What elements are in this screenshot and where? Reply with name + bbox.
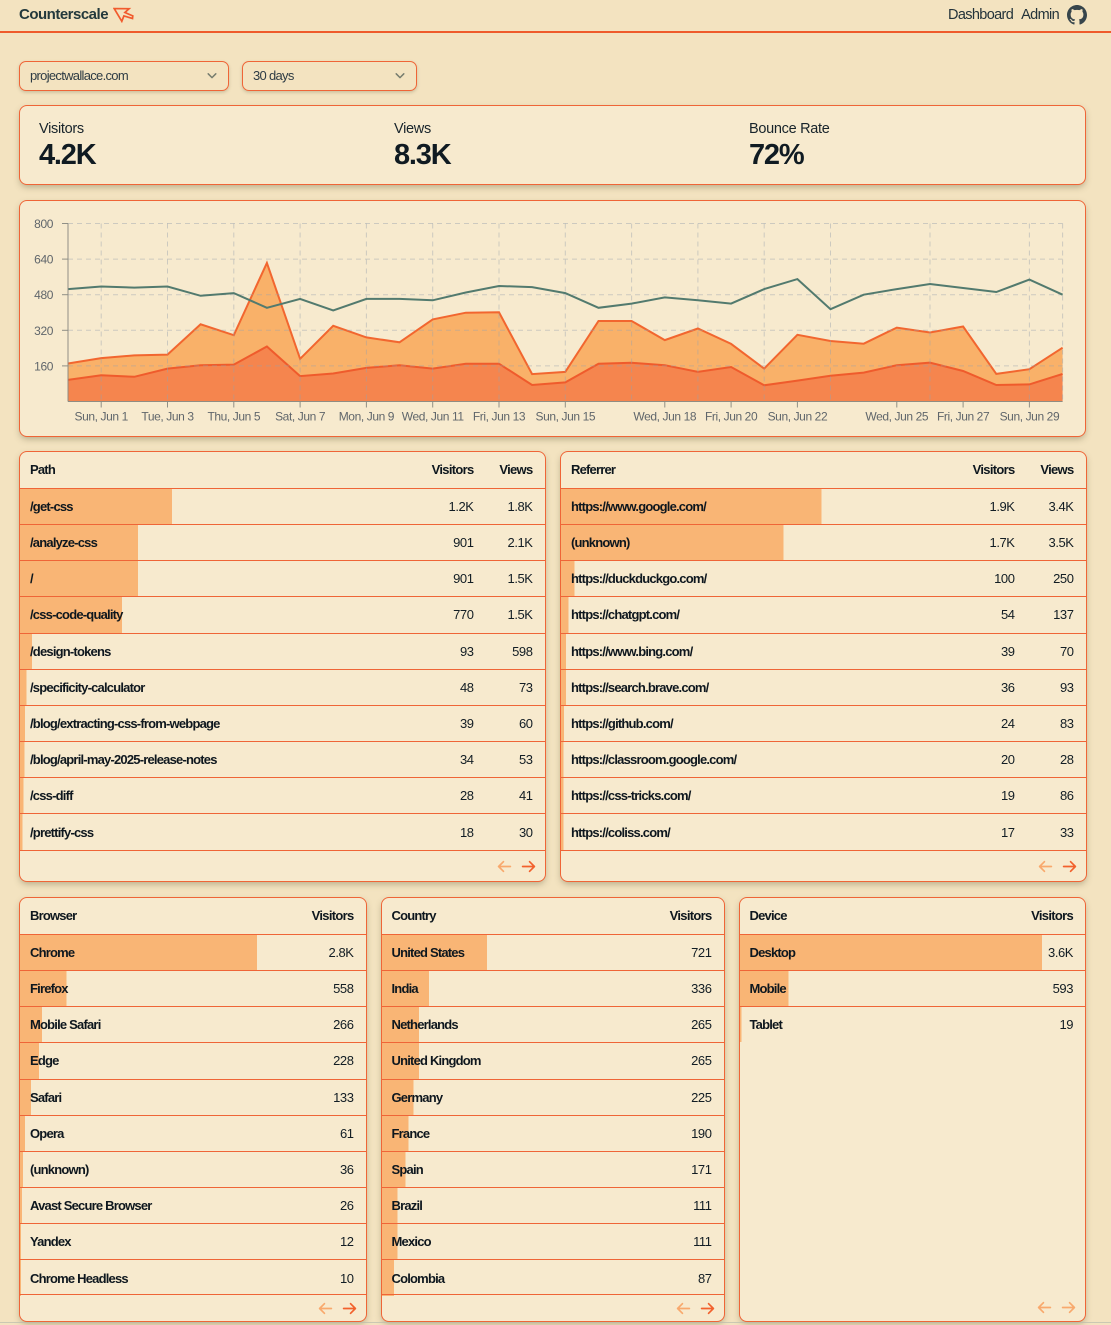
svg-text:Thu, Jun 5: Thu, Jun 5: [207, 409, 260, 423]
svg-text:800: 800: [34, 217, 54, 231]
svg-text:Sun, Jun 29: Sun, Jun 29: [1000, 409, 1060, 423]
svg-text:Fri, Jun 13: Fri, Jun 13: [473, 409, 526, 423]
svg-text:Sun, Jun 22: Sun, Jun 22: [768, 409, 828, 423]
svg-text:Fri, Jun 27: Fri, Jun 27: [937, 409, 990, 423]
svg-text:Sat, Jun 7: Sat, Jun 7: [275, 409, 326, 423]
svg-text:Mon, Jun 9: Mon, Jun 9: [339, 409, 395, 423]
svg-text:Tue, Jun 3: Tue, Jun 3: [141, 409, 194, 423]
svg-text:Wed, Jun 25: Wed, Jun 25: [865, 409, 928, 423]
svg-text:Fri, Jun 20: Fri, Jun 20: [705, 409, 758, 423]
svg-text:160: 160: [34, 359, 54, 373]
svg-text:480: 480: [34, 288, 54, 302]
svg-text:Sun, Jun 15: Sun, Jun 15: [535, 409, 595, 423]
svg-text:Wed, Jun 18: Wed, Jun 18: [633, 409, 696, 423]
svg-text:640: 640: [34, 252, 54, 266]
svg-text:320: 320: [34, 323, 54, 337]
svg-text:Sun, Jun 1: Sun, Jun 1: [75, 409, 129, 423]
svg-text:Wed, Jun 11: Wed, Jun 11: [402, 409, 465, 423]
